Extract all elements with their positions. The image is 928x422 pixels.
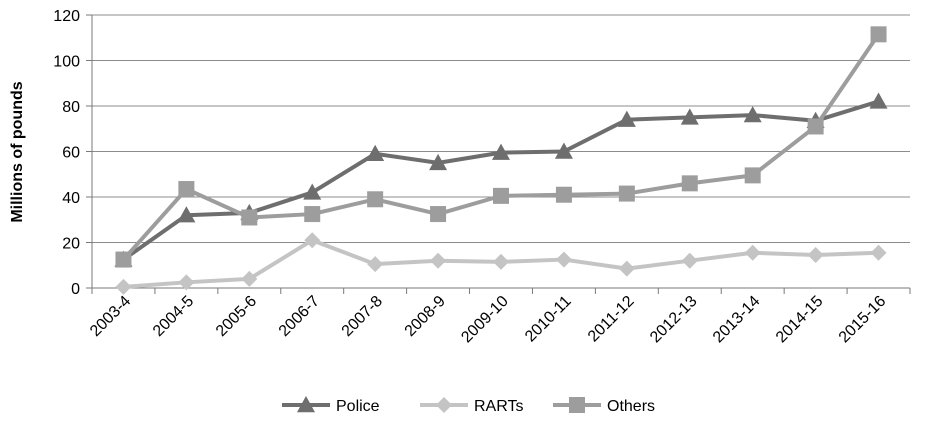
legend-item-rarts: RARTs (420, 397, 524, 415)
legend-marker (569, 397, 585, 413)
data-point (178, 181, 195, 198)
legend-item-others: Others (553, 397, 655, 415)
x-tick-label: 2013-14 (710, 293, 764, 347)
legend-marker (436, 397, 452, 413)
data-point (554, 142, 573, 159)
data-point (367, 191, 384, 208)
data-point (177, 206, 196, 223)
legend-marker (297, 396, 315, 413)
x-tick-label: 2010-11 (522, 293, 575, 346)
data-point (680, 108, 699, 125)
data-point (744, 244, 761, 261)
data-point (304, 206, 321, 223)
data-point (304, 232, 321, 249)
y-tick-label: 120 (53, 8, 80, 25)
x-tick-label: 2009-10 (458, 293, 512, 347)
legend-item-police: Police (282, 396, 380, 415)
legend: Police RARTs Others (282, 396, 655, 415)
series-police (114, 92, 888, 267)
x-tick-label: 2011-12 (585, 293, 638, 346)
x-tick-label: 2012-13 (647, 293, 701, 347)
data-point (430, 252, 447, 269)
y-tick-label: 80 (62, 99, 80, 116)
y-tick-label: 40 (62, 190, 80, 207)
data-point (430, 206, 447, 223)
data-point (743, 106, 762, 123)
data-point (367, 256, 384, 273)
series-line (122, 99, 880, 262)
data-point (366, 144, 385, 161)
data-point (807, 247, 824, 264)
x-tick-label: 2015-16 (836, 293, 890, 347)
data-point (744, 167, 761, 184)
data-point (870, 244, 887, 261)
y-tick-label: 60 (62, 145, 80, 162)
data-point (178, 274, 195, 291)
series-rarts (115, 232, 887, 295)
data-point (492, 143, 510, 160)
legend-label: RARTs (474, 398, 524, 415)
gridlines (92, 14, 910, 243)
data-point (681, 252, 698, 269)
y-axis-title: Millions of pounds (9, 81, 26, 222)
data-point (241, 209, 258, 226)
x-tick-label: 2004-5 (150, 293, 197, 340)
x-tick-label: 2005-6 (213, 293, 260, 340)
data-point (681, 175, 698, 192)
series-lines (114, 26, 888, 295)
data-point (241, 270, 258, 287)
x-tick-label: 2008-9 (402, 293, 449, 340)
x-tick-label: 2007-8 (339, 293, 386, 340)
data-point (869, 92, 888, 109)
data-point (429, 153, 448, 171)
data-point (115, 251, 132, 268)
data-point (555, 186, 572, 203)
data-point (617, 110, 636, 127)
data-point (618, 260, 635, 277)
axes (86, 14, 911, 294)
x-tick-label: 2003-4 (87, 293, 134, 340)
data-point (807, 118, 824, 135)
y-tick-label: 0 (71, 281, 80, 298)
data-point (555, 251, 572, 268)
data-point (493, 253, 509, 270)
x-tick-label: 2014-15 (773, 293, 827, 347)
data-point (618, 185, 635, 202)
data-point (870, 26, 887, 43)
data-point (303, 183, 322, 200)
data-point (493, 187, 509, 204)
series-others (115, 26, 887, 268)
y-tick-label: 100 (53, 54, 80, 71)
x-tick-label: 2006-7 (276, 293, 323, 340)
legend-label: Others (607, 398, 655, 415)
x-tick-labels: 2003-4 2004-5 2005-6 2006-7 2007-8 2008-9 2009… (87, 293, 889, 347)
data-point (115, 278, 132, 295)
y-tick-labels: 0 20 40 60 80 100 120 (53, 8, 80, 298)
legend-label: Police (336, 398, 380, 415)
y-tick-label: 20 (62, 236, 80, 253)
